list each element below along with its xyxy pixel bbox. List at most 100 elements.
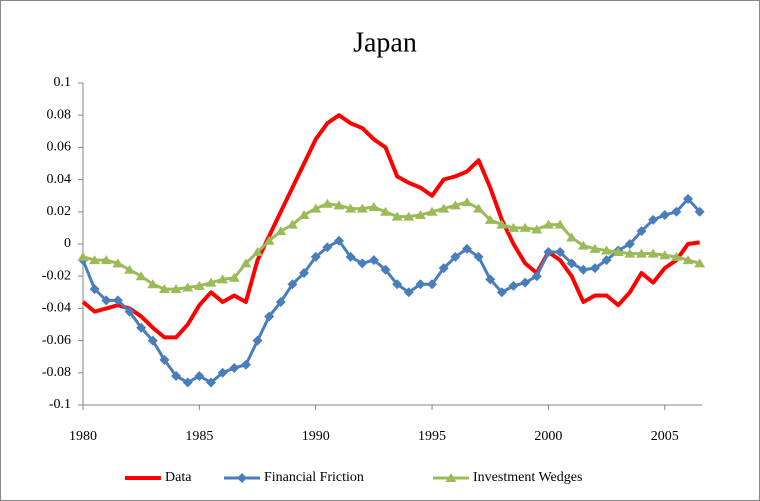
marker bbox=[624, 239, 635, 249]
marker bbox=[438, 203, 450, 213]
marker bbox=[298, 210, 310, 220]
marker bbox=[322, 242, 333, 253]
marker bbox=[612, 247, 624, 257]
x-tick-label: 1985 bbox=[185, 429, 213, 444]
y-tick-label: 0.08 bbox=[47, 107, 72, 122]
marker bbox=[635, 248, 647, 258]
marker bbox=[391, 211, 403, 221]
marker bbox=[659, 210, 670, 221]
marker bbox=[240, 359, 251, 370]
marker bbox=[403, 211, 415, 221]
x-tick-label: 1995 bbox=[418, 429, 446, 444]
marker bbox=[171, 371, 182, 382]
marker bbox=[519, 222, 531, 232]
marker bbox=[415, 279, 426, 290]
y-tick-label: -0.1 bbox=[49, 397, 71, 412]
marker bbox=[554, 219, 566, 229]
marker bbox=[170, 284, 182, 294]
y-tick-label: 0 bbox=[64, 236, 71, 251]
marker bbox=[531, 224, 543, 234]
marker bbox=[264, 311, 275, 322]
marker bbox=[205, 277, 217, 287]
marker bbox=[427, 279, 438, 290]
marker bbox=[555, 247, 566, 258]
y-tick-label: 0.02 bbox=[47, 204, 72, 219]
marker bbox=[310, 203, 322, 213]
marker bbox=[648, 214, 659, 225]
marker bbox=[275, 296, 286, 307]
marker bbox=[531, 271, 542, 282]
x-tick-label: 2000 bbox=[534, 429, 562, 444]
marker bbox=[333, 200, 345, 210]
marker bbox=[217, 274, 229, 284]
marker bbox=[124, 306, 135, 317]
marker bbox=[147, 335, 158, 346]
marker bbox=[542, 219, 554, 229]
marker bbox=[89, 284, 100, 295]
marker bbox=[496, 287, 507, 298]
marker bbox=[159, 354, 170, 365]
marker bbox=[89, 255, 101, 265]
marker bbox=[543, 247, 554, 258]
y-tick-label: -0.06 bbox=[42, 333, 71, 348]
marker bbox=[636, 226, 647, 237]
marker bbox=[508, 222, 520, 232]
marker bbox=[578, 264, 589, 275]
marker bbox=[228, 272, 240, 282]
marker bbox=[205, 377, 216, 388]
marker bbox=[380, 264, 391, 275]
marker bbox=[193, 280, 205, 290]
marker bbox=[449, 200, 461, 210]
marker bbox=[182, 282, 194, 292]
y-tick-label: 0.04 bbox=[47, 172, 72, 187]
marker bbox=[299, 267, 310, 278]
marker bbox=[217, 367, 228, 378]
marker bbox=[345, 203, 357, 213]
marker bbox=[112, 258, 124, 268]
marker bbox=[670, 251, 682, 261]
marker bbox=[275, 226, 287, 236]
marker bbox=[321, 198, 333, 208]
legend-marker bbox=[237, 473, 247, 483]
marker bbox=[473, 203, 485, 213]
marker bbox=[368, 255, 379, 266]
marker bbox=[659, 250, 671, 260]
y-tick-label: -0.08 bbox=[42, 365, 71, 380]
marker bbox=[357, 258, 368, 269]
marker bbox=[229, 362, 240, 373]
marker bbox=[77, 251, 89, 261]
marker bbox=[100, 255, 112, 265]
marker bbox=[112, 295, 123, 306]
marker bbox=[671, 206, 682, 217]
marker bbox=[135, 271, 147, 281]
marker bbox=[624, 248, 636, 258]
marker bbox=[473, 251, 484, 262]
marker bbox=[485, 274, 496, 285]
marker bbox=[484, 214, 496, 224]
marker bbox=[356, 203, 368, 213]
marker bbox=[345, 251, 356, 262]
marker bbox=[158, 284, 170, 294]
marker bbox=[252, 335, 263, 346]
marker bbox=[450, 251, 461, 262]
marker bbox=[426, 206, 438, 216]
legend-marker bbox=[445, 473, 457, 482]
marker bbox=[683, 193, 694, 204]
y-tick-label: -0.02 bbox=[42, 268, 71, 283]
marker bbox=[508, 280, 519, 291]
marker bbox=[601, 245, 613, 255]
marker bbox=[414, 210, 426, 220]
legend-label: Investment Wedges bbox=[473, 470, 582, 485]
marker bbox=[461, 243, 472, 254]
marker bbox=[496, 219, 508, 229]
x-tick-label: 2005 bbox=[651, 429, 679, 444]
marker bbox=[252, 247, 264, 257]
x-tick-label: 1980 bbox=[69, 429, 97, 444]
series-line bbox=[81, 113, 700, 340]
marker bbox=[694, 258, 706, 268]
marker bbox=[461, 197, 473, 207]
marker bbox=[263, 235, 275, 245]
marker bbox=[392, 279, 403, 290]
